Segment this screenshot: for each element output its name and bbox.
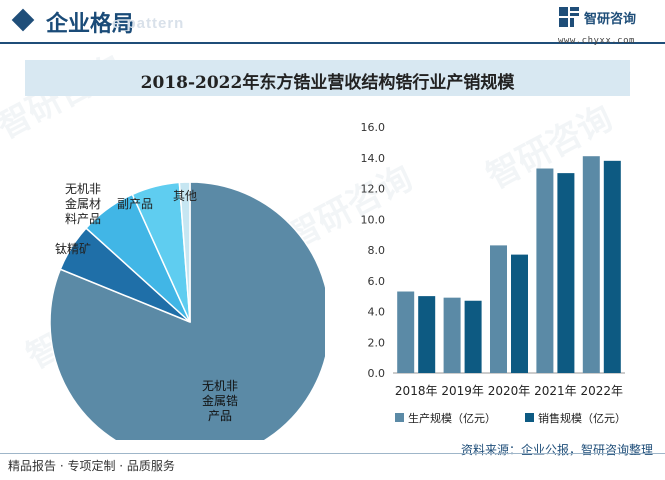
header-divider [0,42,665,44]
y-tick-label: 0.0 [368,367,386,380]
legend-label: 生产规模（亿元） [408,411,496,425]
page-title: 企业格局 [46,12,135,37]
bar [536,168,554,373]
bar-chart: 0.0 2.0 4.0 6.0 8.0 10.0 12.0 14.0 16.0 2018年 2019… [361,121,627,425]
legend-swatch [525,413,534,422]
pie-chart: 无机非金属锆产品 钛精矿 无机非金属材料产品 副产品 其他 [49,181,325,440]
bar [443,297,461,373]
page-header: 企业格局 e pattern 智研咨询 www.chyxx.com [0,0,665,50]
brand-url: www.chyxx.com [558,36,635,46]
brand-block: 智研咨询 www.chyxx.com [558,6,663,46]
legend-swatch [395,413,404,422]
pie-slice-label: 无机非金属锆产品 [202,379,238,423]
bar [582,156,600,373]
y-tick-label: 16.0 [361,121,386,134]
chart-panel: 2018-2022年东方锆业营收结构锆行业产销规模 无机非金属锆产品 钛精矿 无机非… [25,60,640,450]
diamond-icon [11,8,35,32]
brand-name: 智研咨询 [584,12,637,27]
bar [464,300,482,373]
header-ghost-text: e pattern [112,15,185,32]
y-tick-label: 4.0 [368,306,386,319]
brand-logo-icon [559,7,579,27]
y-tick-label: 6.0 [368,275,386,288]
x-tick-label: 2018年 [395,384,438,398]
bar [418,296,436,373]
legend-label: 销售规模（亿元） [538,411,626,425]
y-tick-label: 2.0 [368,336,386,349]
bar [490,245,507,373]
bar [603,160,621,373]
pie-slice [178,181,191,323]
footer-tagline: 精品报告 · 专项定制 · 品质服务 [8,459,175,473]
x-tick-label: 2020年 [488,384,531,398]
pie-slice-label: 其他 [173,189,197,203]
y-tick-label: 10.0 [361,213,386,226]
bar [557,173,575,373]
x-tick-label: 2019年 [441,384,484,398]
x-tick-label: 2022年 [581,384,624,398]
y-tick-label: 12.0 [361,183,386,196]
pie-slice-label: 无机非金属材料产品 [65,182,101,226]
pie-slice-label: 副产品 [117,197,153,211]
chart-title: 2018-2022年东方锆业营收结构锆行业产销规模 [140,73,515,93]
bar [397,291,415,373]
bar [511,254,528,373]
chart-title-box: 2018-2022年东方锆业营收结构锆行业产销规模 [25,60,630,96]
pie-slice [49,181,325,440]
source-note: 资料来源：企业公报，智研咨询整理 [460,443,653,457]
y-tick-label: 14.0 [361,152,386,165]
pie-slice-label: 钛精矿 [55,241,91,256]
x-tick-label: 2021年 [534,384,577,398]
footer-divider [0,453,665,454]
y-tick-label: 8.0 [368,244,386,257]
